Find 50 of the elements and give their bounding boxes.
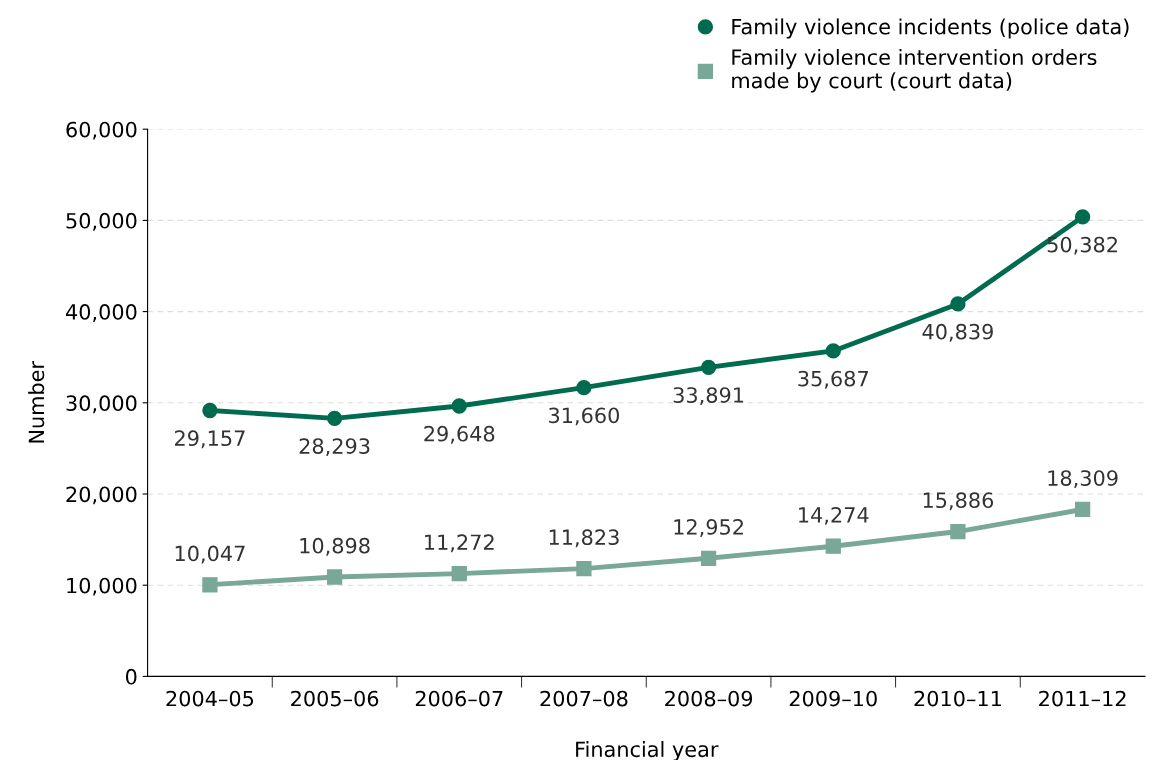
x-tick-label: 2008–09 xyxy=(665,690,753,707)
x-tick-label: 2004–05 xyxy=(166,690,254,707)
point xyxy=(576,560,592,577)
y-tick-label: 10,000 xyxy=(67,577,137,596)
data-label: 15,886 xyxy=(923,492,994,511)
y-tick-label: 0 xyxy=(125,668,137,685)
data-label: 40,839 xyxy=(922,323,993,342)
data-label: 11,272 xyxy=(425,534,494,553)
data-label: 11,823 xyxy=(549,529,619,548)
point xyxy=(950,523,966,540)
data-label: 33,891 xyxy=(673,387,744,406)
y-tick-label: 60,000 xyxy=(66,121,137,140)
y-axis-title: Number xyxy=(28,360,45,443)
data-label: 50,382 xyxy=(1047,236,1117,255)
point xyxy=(825,343,841,359)
x-tick-label: 2006–07 xyxy=(415,690,503,707)
y-tick-label: 40,000 xyxy=(65,304,137,322)
point xyxy=(950,296,966,312)
point xyxy=(576,380,592,396)
data-label: 28,293 xyxy=(299,438,370,457)
data-label: 14,274 xyxy=(799,506,869,525)
point xyxy=(825,538,841,554)
data-label: 29,648 xyxy=(424,425,495,444)
data-label: 10,047 xyxy=(175,545,245,564)
point xyxy=(1074,209,1091,225)
legend-label: Family violence intervention orders made by court (court data) xyxy=(732,48,1097,93)
data-label: 18,309 xyxy=(1048,470,1118,489)
point xyxy=(700,550,717,566)
y-tick-label: 30,000 xyxy=(66,395,137,414)
x-tick-label: 2010–11 xyxy=(914,690,1001,707)
data-label: 12,952 xyxy=(674,519,743,537)
y-tick-label: 20,000 xyxy=(66,486,137,505)
point xyxy=(1074,501,1091,518)
data-label: 10,898 xyxy=(300,537,370,556)
point xyxy=(202,402,218,419)
data-label: 35,687 xyxy=(798,370,868,389)
x-tick-label: 2009–10 xyxy=(789,690,877,707)
point xyxy=(451,565,467,582)
point xyxy=(700,359,717,375)
x-tick-label: 2011–12 xyxy=(1039,690,1126,707)
data-label: 29,157 xyxy=(175,430,245,449)
data-label: 31,660 xyxy=(549,407,619,426)
point xyxy=(326,410,343,427)
point xyxy=(202,577,218,593)
x-tick-label: 2007–08 xyxy=(540,690,628,707)
y-tick-label: 50,000 xyxy=(66,212,137,231)
point xyxy=(451,398,467,414)
legend-label: Family violence incidents (police data) xyxy=(732,18,1129,39)
x-tick-label: 2005–06 xyxy=(291,690,379,707)
point xyxy=(326,569,343,585)
